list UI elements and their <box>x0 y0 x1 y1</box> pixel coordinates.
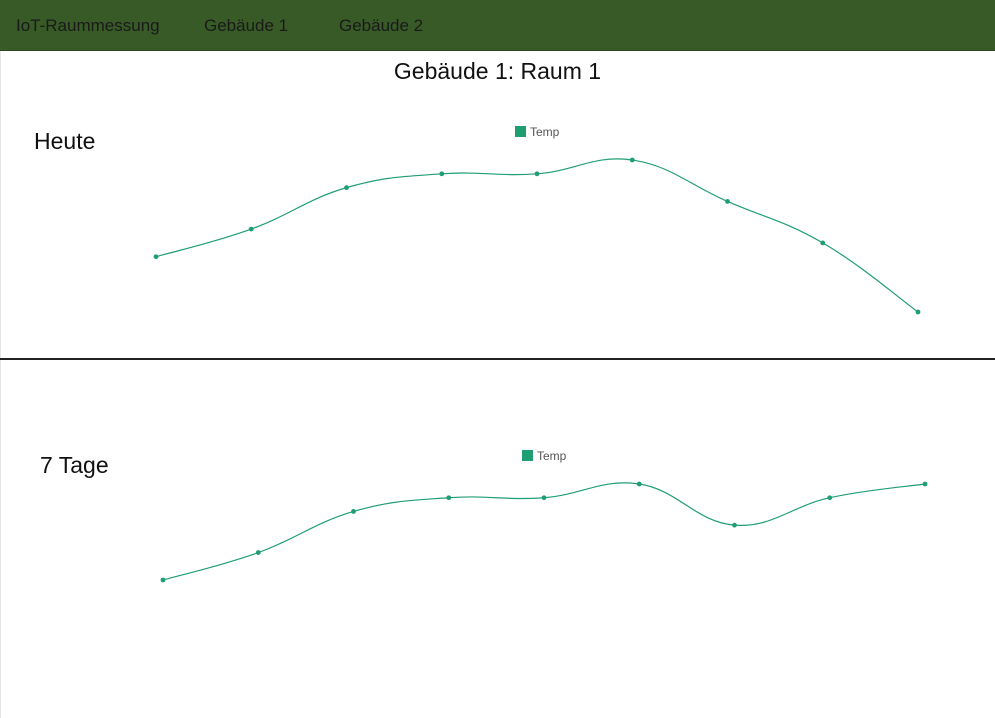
heute-legend-swatch <box>515 126 526 137</box>
sieben-tage-data-point <box>732 522 737 528</box>
sieben-tage-data-point <box>636 481 642 487</box>
sieben-tage-legend-label: Temp <box>537 449 567 463</box>
nav-brand-link[interactable]: IoT-Raummessung <box>16 16 160 35</box>
heute-data-point <box>248 226 254 232</box>
heute-data-point <box>439 171 445 177</box>
section-title-heute: Heute <box>34 128 96 154</box>
nav-link-gebaeude-1[interactable]: Gebäude 1 <box>204 16 289 35</box>
sieben-tage-data-point <box>922 481 928 487</box>
sieben-tage-data-point <box>541 495 547 501</box>
top-navbar: IoT-Raummessung Gebäude 1 Gebäude 2 <box>0 0 995 51</box>
heute-data-point <box>820 240 826 246</box>
content-left-border <box>0 51 1 718</box>
heute-data-point <box>629 157 635 163</box>
heute-legend-label: Temp <box>530 125 560 139</box>
heute-data-point <box>725 199 730 204</box>
heute-data-point <box>153 254 159 260</box>
sieben-tage-data-point <box>255 550 261 555</box>
sieben-tage-data-point <box>446 495 452 501</box>
heute-data-point <box>534 171 540 177</box>
heute-data-point <box>915 309 921 315</box>
section-title-7-tage: 7 Tage <box>40 452 109 478</box>
sieben-tage-data-point <box>351 509 356 514</box>
heute-data-point <box>344 185 349 191</box>
nav-link-gebaeude-2[interactable]: Gebäude 2 <box>339 16 424 35</box>
section-divider <box>0 358 995 360</box>
sieben-tage-data-point <box>160 577 166 583</box>
heute-series-line <box>155 158 919 313</box>
page-title: Gebäude 1: Raum 1 <box>393 58 602 84</box>
chart-heute: Temp <box>153 125 921 315</box>
sieben-tage-data-point <box>827 495 833 501</box>
sieben-tage-legend-swatch <box>522 450 533 461</box>
